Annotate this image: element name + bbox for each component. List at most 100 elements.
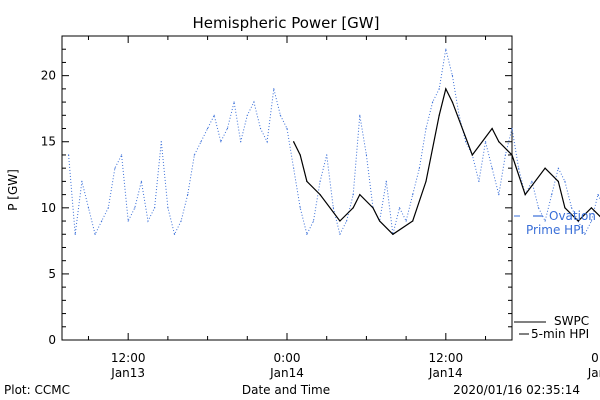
swpc-line-point [352,207,354,209]
ovation-line-point [120,154,123,156]
ovation-line-point [597,194,599,196]
x-tick-label-time: 0:00 [274,351,301,365]
x-tick-labels: 12:00Jan130:00Jan1412:00Jan140:00Jan1512… [110,351,600,380]
ovation-line-point [398,207,401,209]
ovation-line-point [537,207,540,209]
y-tick-label: 10 [41,201,56,215]
ovation-line-point [431,101,434,103]
ovation-line-point [266,141,268,143]
ovation-line-point [68,154,70,156]
ovation-line-point [74,233,76,235]
ovation-line [68,49,600,236]
ovation-line-point [531,180,533,182]
ovation-line-point [451,75,454,77]
ovation-line-point [518,167,520,169]
ovation-line-point [306,233,308,235]
ovation-line-point [445,48,447,50]
ovation-line-point [226,127,229,130]
ovation-line-point [293,167,295,169]
ovation-line-point [385,180,387,182]
ovation-line-point [326,154,328,156]
swpc-line-point [339,220,341,222]
swpc-line-point [557,180,559,182]
ovation-line-point [465,141,467,143]
ovation-line-point [339,233,341,235]
ovation-line-point [425,127,427,130]
ovation-line-point [160,141,162,143]
ovation-line-point [114,167,116,169]
swpc-line-point [471,154,473,156]
x-tick-label-time: 0:00 [591,351,600,365]
swpc-line-point [544,167,546,169]
swpc-line-point [445,88,447,90]
ovation-line-point [511,127,513,130]
ovation-line-point [484,141,487,143]
swpc-line [293,87,600,236]
swpc-line-point [577,220,579,222]
swpc-line-point [511,154,513,156]
ovation-line-point [233,101,235,103]
ovation-line-point [590,220,593,222]
ovation-line-point [345,220,348,222]
ovation-line-point [187,194,189,196]
ovation-line-point [544,220,546,222]
legend-swpc-label-1: SWPC [554,314,589,328]
ovation-line-point [81,180,83,182]
x-tick-label-time: 12:00 [429,351,464,365]
swpc-line-point [498,141,500,143]
plot-frame [61,35,513,341]
ovation-line-point [147,220,149,222]
ovation-line-point [134,207,136,209]
y-tick-label: 15 [41,135,56,149]
swpc-line-point [524,194,526,196]
ovation-line-point [438,88,440,90]
swpc-line-point [379,220,381,222]
legend-ovation-label-2: Prime HPI [526,223,584,237]
footer-timestamp: 2020/01/16 02:35:14 [453,383,580,397]
x-tick-label-date: Jan14 [428,366,463,380]
legend-ovation: Ovation Prime HPI [514,209,596,237]
x-tick-label-date: Jan15 [587,366,600,380]
ovation-line-point [491,167,493,169]
ovation-line-point [359,114,361,116]
swpc-line-point [412,220,414,222]
ovation-line-point [213,114,215,116]
swpc-line-point [372,207,374,209]
ovation-line-point [127,220,129,222]
ovation-line-point [200,141,202,143]
swpc-line-point [564,207,566,209]
ovation-line-point [312,220,315,222]
ovation-line-point [405,220,407,222]
swpc-line-point [306,180,308,182]
swpc-line-point [451,101,454,103]
axis-ticks [62,35,512,341]
ovation-line-point [279,114,281,116]
ovation-line-point [107,207,109,209]
ovation-line-point [94,233,96,235]
ovation-line-point [167,207,169,209]
swpc-line-point [359,194,361,196]
y-tick-label: 20 [41,69,56,83]
chart-title: Hemispheric Power [GW] [193,14,380,32]
ovation-line-point [557,167,559,169]
ovation-prime-series [68,48,600,236]
swpc-line-point [299,154,301,156]
x-tick-label-time: 12:00 [111,351,146,365]
ovation-line-point [193,154,195,156]
ovation-line-point [87,207,90,209]
footer-plot-credit: Plot: CCMC [4,383,70,397]
ovation-line-point [253,101,255,103]
ovation-line-point [273,88,275,90]
ovation-line-point [180,220,182,222]
ovation-line-point [101,220,103,222]
ovation-line-point [570,207,573,209]
swpc-line-point [293,141,295,143]
y-tick-label: 5 [48,267,56,281]
ovation-line-point [246,114,248,116]
ovation-line-point [365,154,368,156]
y-tick-label: 0 [48,333,56,347]
ovation-line-point [458,114,460,116]
ovation-line-point [504,154,506,156]
y-axis-label: P [GW] [6,169,20,211]
